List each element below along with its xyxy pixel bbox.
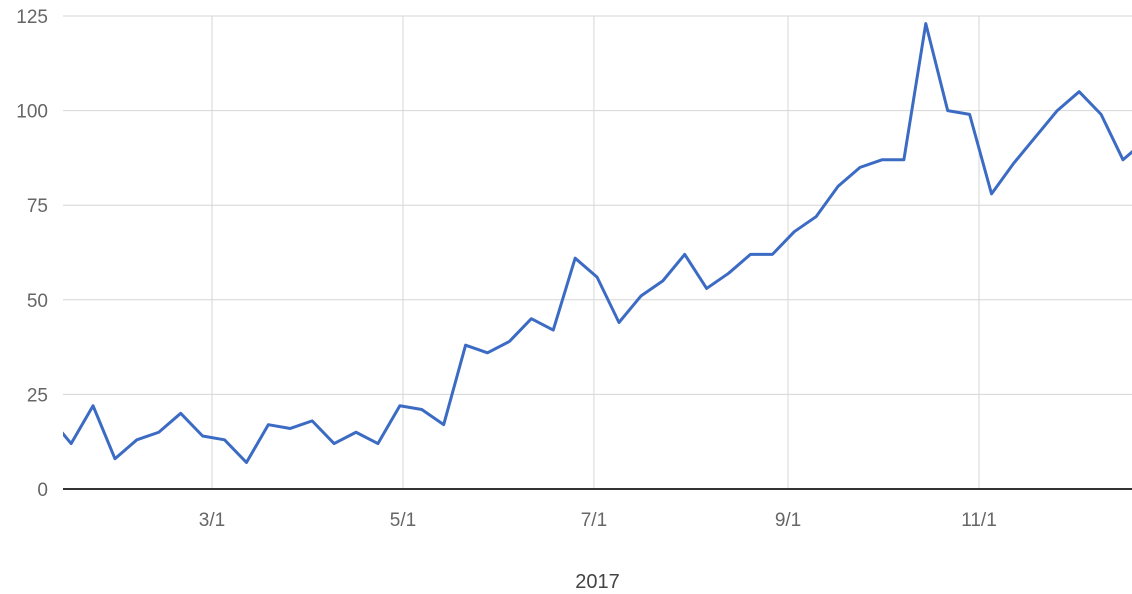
data-point [486, 351, 489, 354]
data-point [552, 329, 555, 332]
y-tick-label: 75 [27, 196, 48, 217]
data-point [771, 253, 774, 256]
data-point [333, 442, 336, 445]
data-point [508, 340, 511, 343]
data-point [92, 404, 95, 407]
data-point [1078, 90, 1081, 93]
y-tick-label: 50 [27, 291, 48, 312]
data-point [968, 113, 971, 116]
data-point [135, 438, 138, 441]
x-tick-label: 7/1 [581, 510, 607, 531]
data-point [639, 295, 642, 298]
x-tick-label: 5/1 [390, 510, 416, 531]
x-axis-title: 2017 [575, 571, 620, 593]
data-point [48, 416, 51, 419]
data-point [1122, 158, 1125, 161]
data-point [924, 22, 927, 25]
data-point [793, 230, 796, 233]
data-point [267, 423, 270, 426]
data-point [420, 408, 423, 411]
x-tick-label: 11/1 [961, 510, 997, 531]
data-point [157, 431, 160, 434]
data-point [530, 317, 533, 320]
y-tick-label: 0 [37, 480, 48, 501]
data-point [442, 423, 445, 426]
data-point [596, 276, 599, 279]
data-point [289, 427, 292, 430]
data-point [1012, 162, 1015, 165]
data-point [223, 438, 226, 441]
data-point [837, 185, 840, 188]
data-point [880, 158, 883, 161]
data-point [113, 457, 116, 460]
data-point [1100, 113, 1103, 116]
data-point [1056, 109, 1059, 112]
data-point [574, 257, 577, 260]
x-tick-label: 3/1 [199, 510, 225, 531]
data-point [727, 272, 730, 275]
data-point [70, 442, 73, 445]
y-tick-label: 100 [16, 102, 48, 123]
data-point [201, 435, 204, 438]
data-point [902, 158, 905, 161]
data-point [705, 287, 708, 290]
data-point [749, 253, 752, 256]
x-axis-tick-labels: 3/1 5/1 7/1 9/1 11/1 [199, 510, 997, 531]
data-point [815, 215, 818, 218]
data-point [946, 109, 949, 112]
x-tick-label: 9/1 [775, 510, 801, 531]
data-point [683, 253, 686, 256]
data-point [376, 442, 379, 445]
series-line-0 [63, 22, 1132, 465]
vertical-gridlines [211, 16, 980, 489]
data-point [398, 404, 401, 407]
data-point [859, 166, 862, 169]
data-point [311, 419, 314, 422]
data-point [1034, 136, 1037, 139]
data-point [179, 412, 182, 415]
data-point [661, 279, 664, 282]
data-point [245, 461, 248, 464]
y-axis-tick-labels: 0 25 50 75 100 125 [16, 7, 48, 501]
data-point [617, 321, 620, 324]
plot-area [48, 22, 1132, 465]
y-tick-label: 125 [16, 7, 48, 28]
data-point [990, 192, 993, 195]
horizontal-gridlines [63, 15, 1132, 395]
data-point [355, 431, 358, 434]
data-point [464, 344, 467, 347]
y-tick-label: 25 [27, 385, 48, 406]
